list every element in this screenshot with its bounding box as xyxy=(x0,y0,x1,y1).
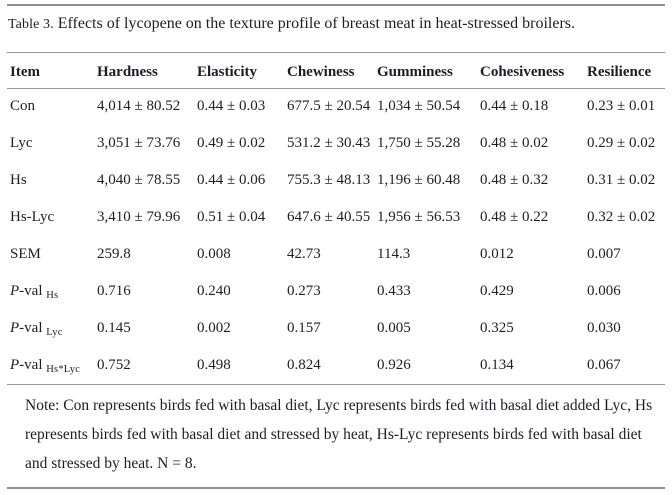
pval-prefix: P xyxy=(10,357,20,373)
value-cell: 647.6 ± 40.55 xyxy=(287,209,371,225)
value-cell: 0.498 xyxy=(197,357,231,373)
column-header-gumminess: Gumminess xyxy=(377,63,453,80)
value-cell: 0.49 ± 0.02 xyxy=(197,135,266,151)
row-label: P-val Hs*Lyc xyxy=(10,347,97,384)
value-cell: 0.067 xyxy=(587,357,621,373)
value-cell: 0.006 xyxy=(587,283,621,299)
caption-text: Effects of lycopene on the texture profi… xyxy=(57,15,575,32)
row-label: P-val Lyc xyxy=(10,310,97,347)
value-cell: 4,014 ± 80.52 xyxy=(97,98,181,114)
table-row-pval-hs: P-val Hs 0.716 0.240 0.273 0.433 0.429 0… xyxy=(10,273,662,310)
value-cell: 3,051 ± 73.76 xyxy=(97,135,181,151)
header-rule xyxy=(7,88,665,89)
table-row-hs-lyc: Hs-Lyc 3,410 ± 79.96 0.51 ± 0.04 647.6 ±… xyxy=(10,199,662,236)
row-label-text: SEM xyxy=(10,246,41,262)
column-header-cohesiveness: Cohesiveness xyxy=(480,63,565,80)
value-cell: 0.32 ± 0.02 xyxy=(587,209,656,225)
note-text: Note: Con represents birds fed with basa… xyxy=(25,397,653,472)
row-label-text: Hs-Lyc xyxy=(10,209,55,225)
pval-prefix: P xyxy=(10,320,20,336)
value-cell: 0.240 xyxy=(197,283,231,299)
table-row-con: Con 4,014 ± 80.52 0.44 ± 0.03 677.5 ± 20… xyxy=(10,88,662,125)
value-cell: 0.44 ± 0.03 xyxy=(197,98,266,114)
row-label: Hs-Lyc xyxy=(10,199,97,236)
table-bottom-rule xyxy=(7,384,665,385)
value-cell: 114.3 xyxy=(377,246,411,262)
value-cell: 0.48 ± 0.22 xyxy=(480,209,549,225)
pval-rest: -val xyxy=(19,283,43,299)
column-header-item: Item xyxy=(10,63,40,80)
column-header-elasticity: Elasticity xyxy=(197,63,257,80)
pval-subscript: Hs xyxy=(46,290,59,301)
row-label: Con xyxy=(10,88,97,125)
pval-prefix: P xyxy=(10,283,20,299)
value-cell: 0.31 ± 0.02 xyxy=(587,172,656,188)
value-cell: 0.926 xyxy=(377,357,411,373)
value-cell: 677.5 ± 20.54 xyxy=(287,98,371,114)
value-cell: 42.73 xyxy=(287,246,321,262)
row-label-text: Lyc xyxy=(10,135,33,151)
top-rule xyxy=(7,4,665,6)
value-cell: 1,196 ± 60.48 xyxy=(377,172,461,188)
value-cell: 0.012 xyxy=(480,246,514,262)
table-caption: Table 3. Effects of lycopene on the text… xyxy=(8,15,664,33)
value-cell: 0.005 xyxy=(377,320,411,336)
value-cell: 0.030 xyxy=(587,320,621,336)
value-cell: 0.44 ± 0.18 xyxy=(480,98,549,114)
value-cell: 531.2 ± 30.43 xyxy=(287,135,371,151)
value-cell: 0.29 ± 0.02 xyxy=(587,135,656,151)
value-cell: 0.007 xyxy=(587,246,621,262)
table-row-pval-lyc: P-val Lyc 0.145 0.002 0.157 0.005 0.325 … xyxy=(10,310,662,347)
table-row-pval-hs-lyc: P-val Hs*Lyc 0.752 0.498 0.824 0.926 0.1… xyxy=(10,347,662,384)
row-label-text: Hs xyxy=(10,172,27,188)
column-header-chewiness: Chewiness xyxy=(287,63,355,80)
pval-rest: -val xyxy=(19,357,43,373)
bottom-rule xyxy=(7,487,665,489)
value-cell: 0.51 ± 0.04 xyxy=(197,209,266,225)
texture-profile-table: Item Hardness Elasticity Chewiness Gummi… xyxy=(10,56,662,384)
value-cell: 0.44 ± 0.06 xyxy=(197,172,266,188)
column-header-hardness: Hardness xyxy=(97,63,158,80)
value-cell: 0.824 xyxy=(287,357,321,373)
column-header-resilience: Resilience xyxy=(587,63,652,80)
value-cell: 0.157 xyxy=(287,320,321,336)
value-cell: 0.325 xyxy=(480,320,514,336)
caption-rule xyxy=(7,52,665,53)
value-cell: 1,956 ± 56.53 xyxy=(377,209,461,225)
value-cell: 0.008 xyxy=(197,246,231,262)
value-cell: 1,750 ± 55.28 xyxy=(377,135,461,151)
header-row: Item Hardness Elasticity Chewiness Gummi… xyxy=(10,56,662,88)
value-cell: 0.429 xyxy=(480,283,514,299)
table-row-lyc: Lyc 3,051 ± 73.76 0.49 ± 0.02 531.2 ± 30… xyxy=(10,125,662,162)
value-cell: 755.3 ± 48.13 xyxy=(287,172,371,188)
row-label: Hs xyxy=(10,162,97,199)
pval-subscript: Hs*Lyc xyxy=(46,364,81,375)
value-cell: 0.23 ± 0.01 xyxy=(587,98,656,114)
value-cell: 0.134 xyxy=(480,357,514,373)
pval-rest: -val xyxy=(19,320,43,336)
row-label: SEM xyxy=(10,236,97,273)
value-cell: 0.145 xyxy=(97,320,131,336)
value-cell: 0.48 ± 0.02 xyxy=(480,135,549,151)
value-cell: 0.002 xyxy=(197,320,231,336)
row-label: P-val Hs xyxy=(10,273,97,310)
table-row-sem: SEM 259.8 0.008 42.73 114.3 0.012 0.007 xyxy=(10,236,662,273)
value-cell: 3,410 ± 79.96 xyxy=(97,209,181,225)
value-cell: 259.8 xyxy=(97,246,131,262)
row-label: Lyc xyxy=(10,125,97,162)
pval-subscript: Lyc xyxy=(46,327,63,338)
value-cell: 1,034 ± 50.54 xyxy=(377,98,461,114)
table-row-hs: Hs 4,040 ± 78.55 0.44 ± 0.06 755.3 ± 48.… xyxy=(10,162,662,199)
row-label-text: Con xyxy=(10,98,36,114)
value-cell: 0.752 xyxy=(97,357,131,373)
value-cell: 4,040 ± 78.55 xyxy=(97,172,181,188)
value-cell: 0.273 xyxy=(287,283,321,299)
value-cell: 0.716 xyxy=(97,283,131,299)
caption-label: Table 3. xyxy=(8,17,54,32)
value-cell: 0.433 xyxy=(377,283,411,299)
value-cell: 0.48 ± 0.32 xyxy=(480,172,549,188)
